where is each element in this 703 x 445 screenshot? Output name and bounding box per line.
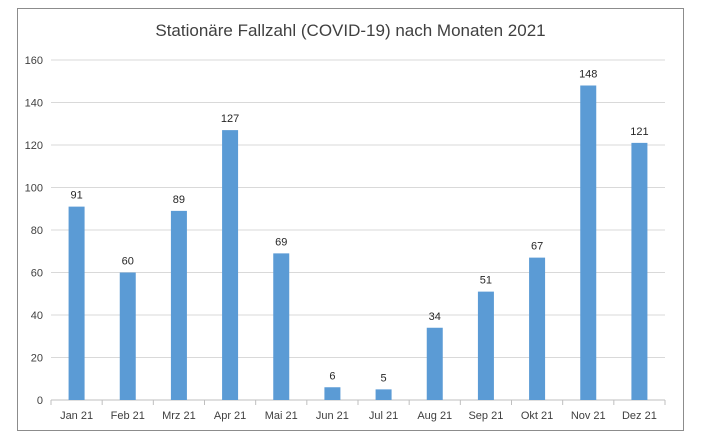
bar [222,130,239,400]
data-label: 6 [329,370,335,382]
bar [426,327,443,400]
y-tick-label: 100 [25,183,43,195]
x-tick-label: Mrz 21 [162,410,196,422]
bar [529,257,546,400]
y-tick-label: 0 [37,395,43,407]
bar [324,387,341,400]
chart-title: Stationäre Fallzahl (COVID-19) nach Mona… [155,21,546,40]
y-tick-label: 60 [31,268,43,280]
x-tick-label: Jul 21 [369,410,398,422]
x-tick-label: Mai 21 [265,410,298,422]
bar-chart: 0 20 40 60 80 100 120 140 160 91 Jan 21 60 Feb 21 89 M… [25,55,666,422]
data-label: 51 [480,275,492,287]
data-label: 60 [122,256,134,268]
x-tick-label: Jan 21 [60,410,93,422]
bar [170,210,187,400]
y-tick-label: 160 [25,55,43,67]
data-label: 148 [579,69,597,81]
x-tick-label: Nov 21 [571,410,606,422]
x-tick-label: Apr 21 [214,410,246,422]
x-tick-label: Aug 21 [417,410,452,422]
x-tick-label: Jun 21 [316,410,349,422]
x-tick-label: Dez 21 [622,410,657,422]
chart-frame: Stationäre Fallzahl (COVID-19) nach Mona… [17,8,684,431]
data-label: 67 [531,241,543,253]
bar [68,206,85,400]
data-label: 5 [381,372,387,384]
x-tick-label: Feb 21 [111,410,145,422]
bar [477,291,494,400]
data-label: 69 [275,236,287,248]
y-tick-label: 80 [31,225,43,237]
y-tick-label: 40 [31,310,43,322]
y-tick-label: 140 [25,98,43,110]
bar [580,85,597,400]
bar [273,253,290,400]
x-tick-label: Sep 21 [468,410,503,422]
data-label: 127 [221,113,239,125]
data-label: 89 [173,194,185,206]
data-label: 91 [70,190,82,202]
x-tick-label: Okt 21 [521,410,553,422]
bar [631,142,648,400]
y-tick-label: 120 [25,140,43,152]
bar [119,272,136,400]
data-label: 34 [429,311,441,323]
data-label: 121 [630,126,648,138]
bar [375,389,392,400]
y-tick-label: 20 [31,353,43,365]
